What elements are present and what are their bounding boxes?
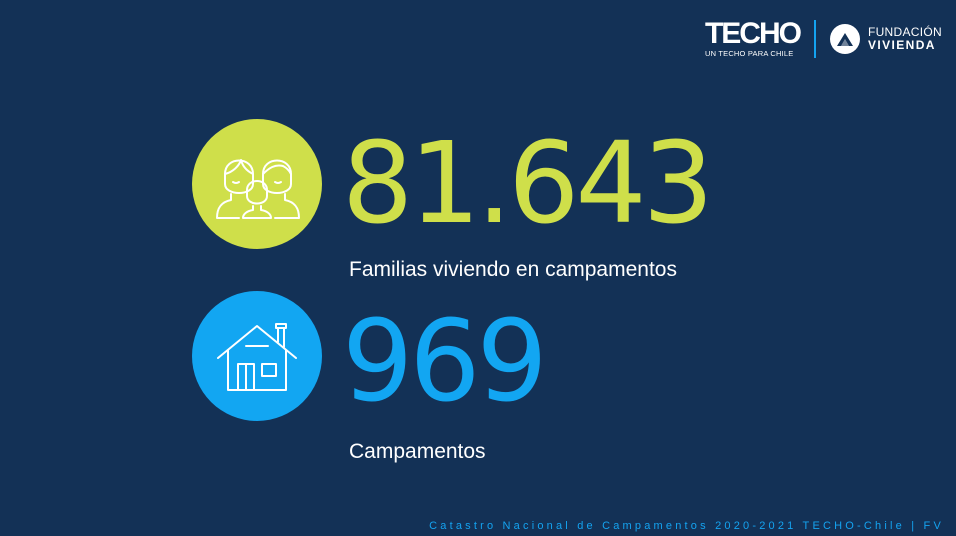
settlements-count: 969 <box>342 297 548 427</box>
techo-wordmark-text: TECHO <box>704 17 802 50</box>
techo-tagline: UN TECHO PARA CHILE <box>704 49 794 58</box>
techo-wordmark: TECHO <box>704 17 802 50</box>
settlements-label: Campamentos <box>349 440 486 463</box>
footer-source: Catastro Nacional de Campamentos 2020-20… <box>429 520 944 532</box>
fv-badge-icon <box>829 24 860 54</box>
logo-divider <box>813 20 816 58</box>
fundacion-vivienda-logo: FUNDACIÓN VIVIENDA <box>829 24 942 54</box>
house-icon <box>192 291 322 421</box>
techo-logo: TECHO UN TECHO PARA CHILE <box>704 17 802 59</box>
families-count: 81.643 <box>342 119 714 249</box>
fv-line1: FUNDACIÓN <box>867 25 942 39</box>
fv-line2: VIVIENDA <box>867 38 936 52</box>
header-logos: TECHO UN TECHO PARA CHILE FUNDACIÓN VIVI… <box>705 18 942 60</box>
families-label: Familias viviendo en campamentos <box>349 258 677 281</box>
family-icon <box>192 119 322 249</box>
